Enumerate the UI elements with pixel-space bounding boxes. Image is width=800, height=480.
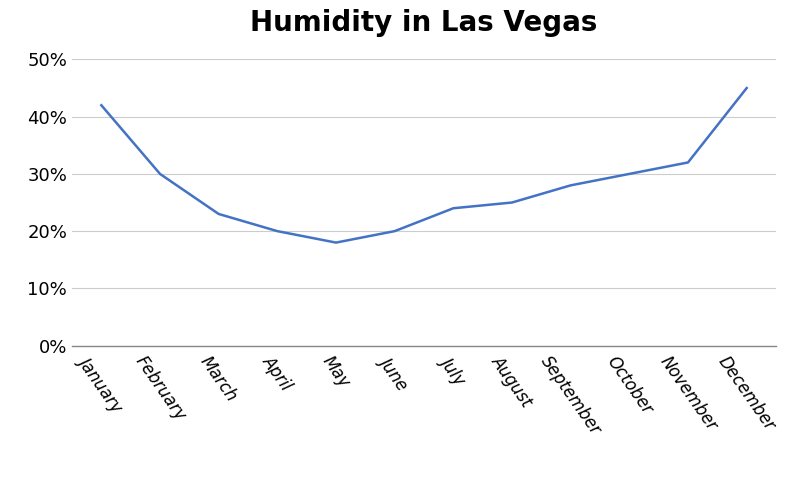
Title: Humidity in Las Vegas: Humidity in Las Vegas: [250, 9, 598, 37]
